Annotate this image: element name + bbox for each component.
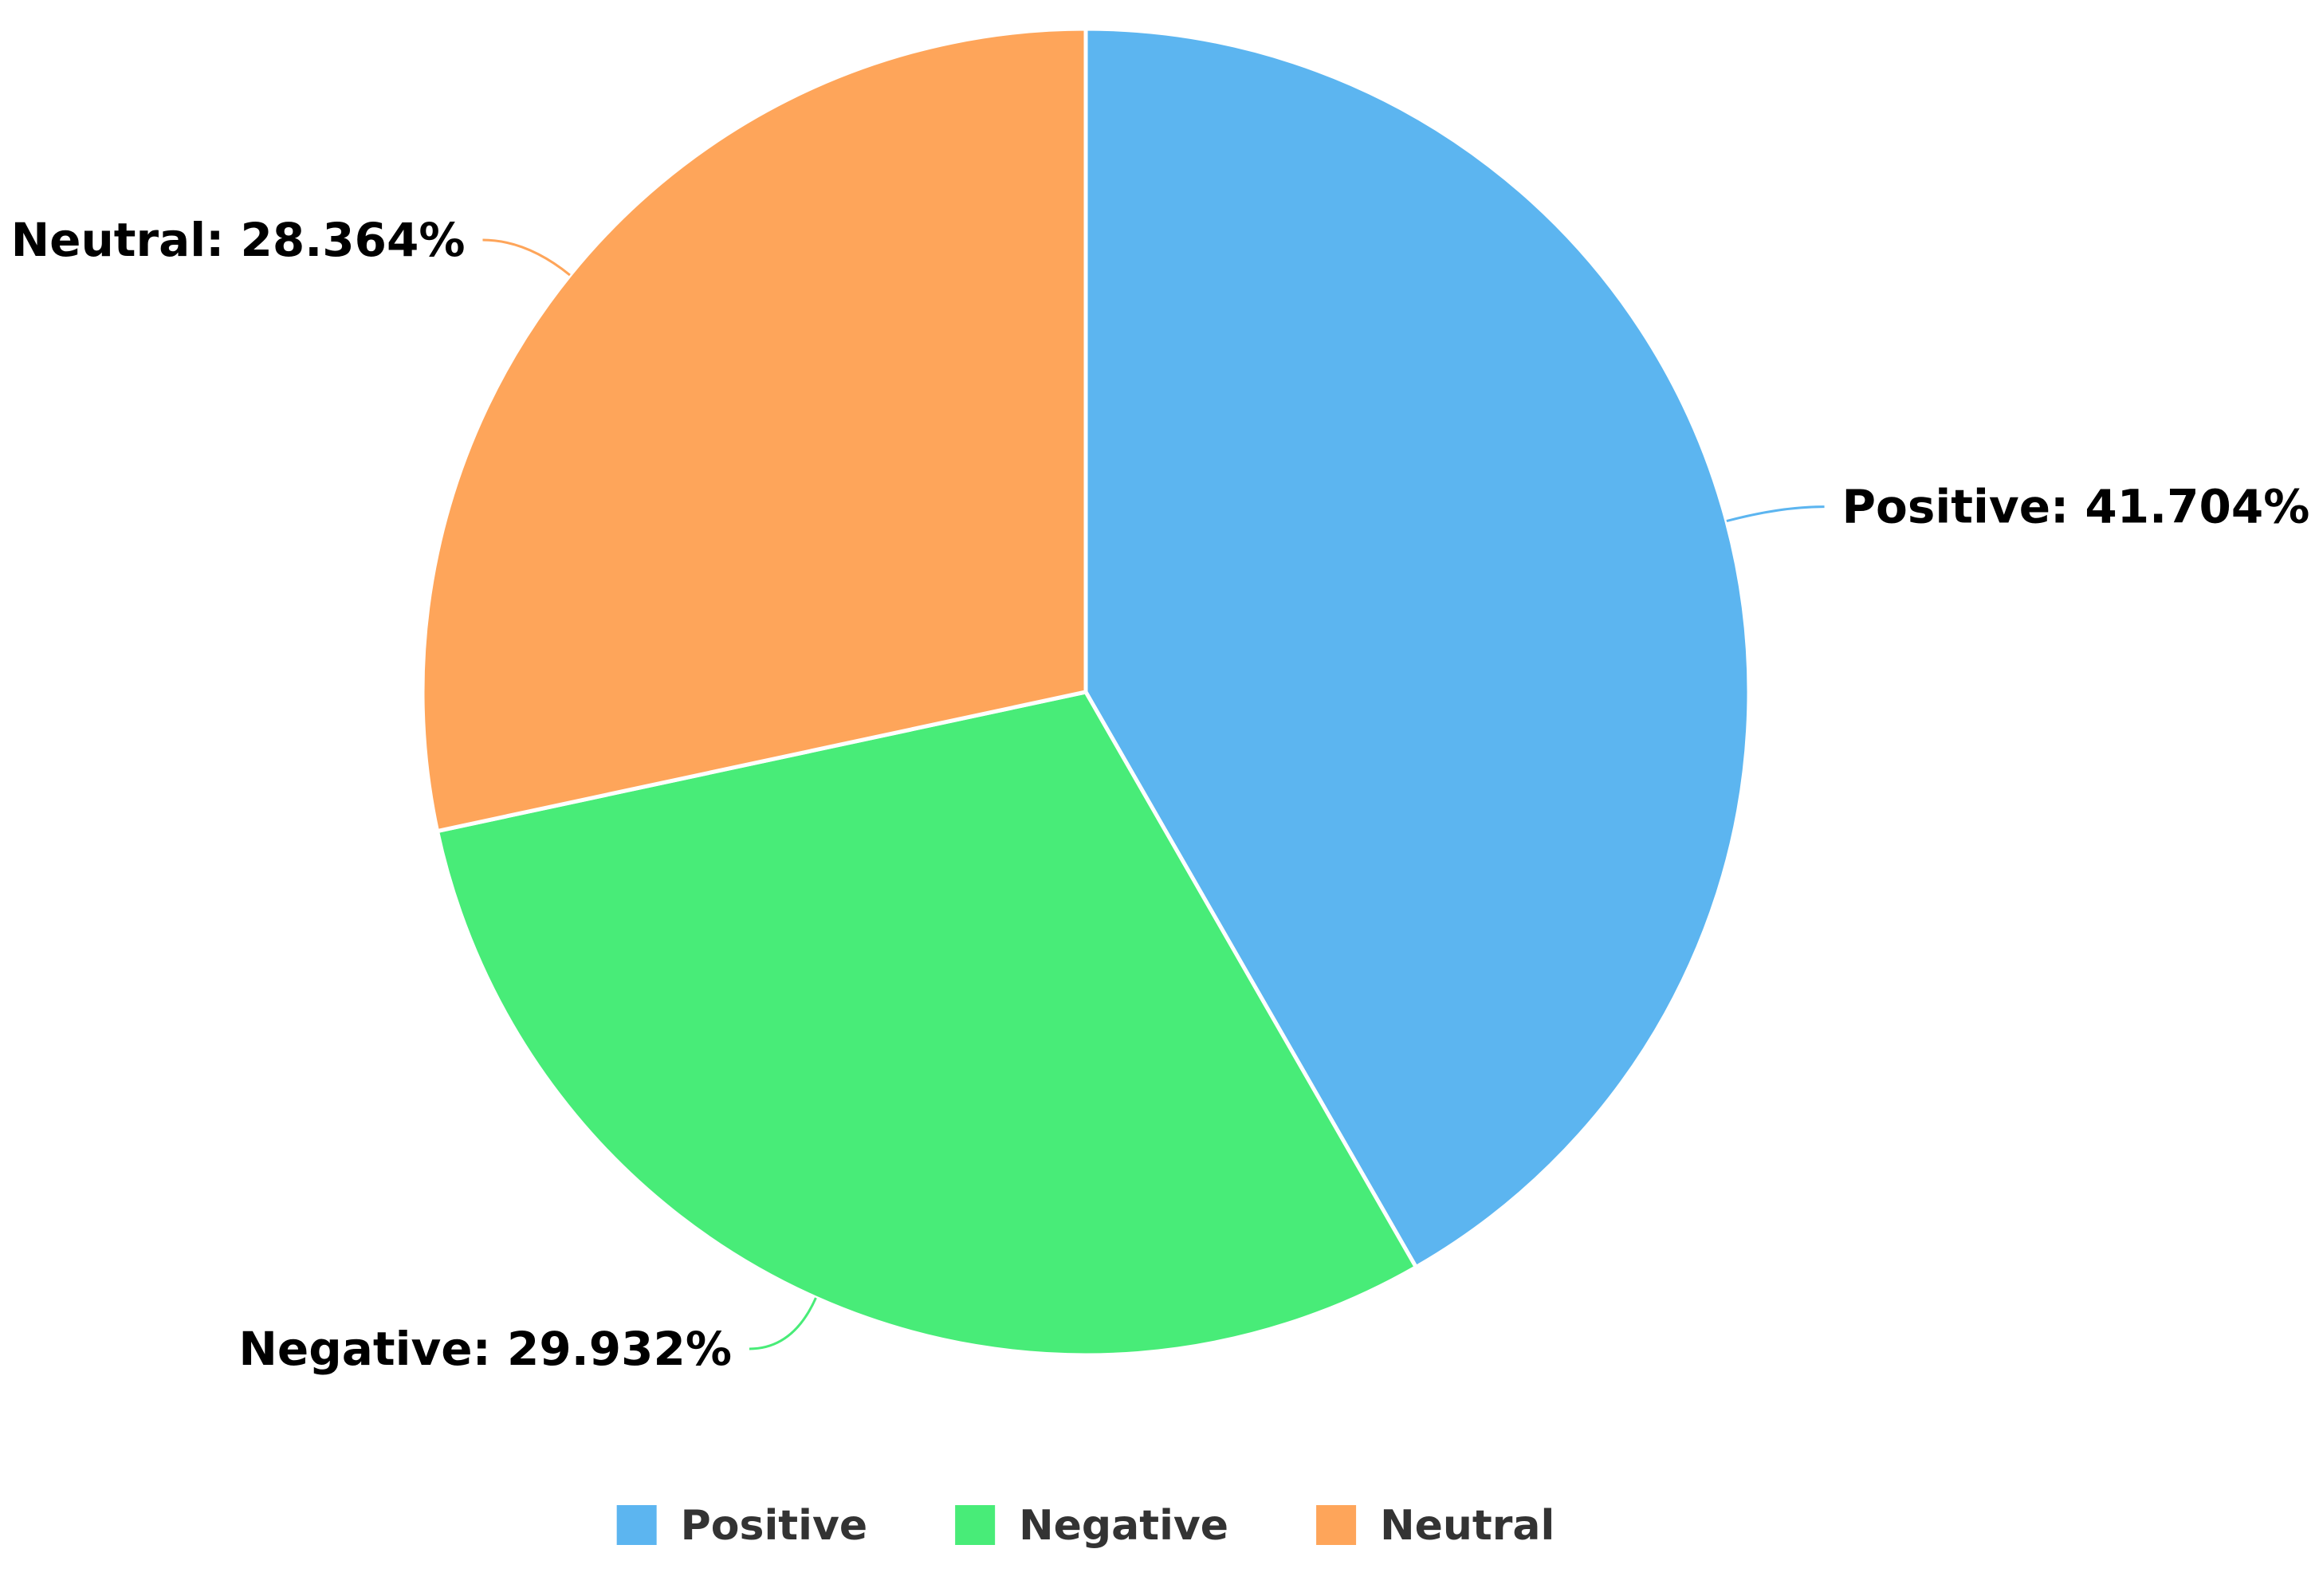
data-label-neutral: Neutral: 28.364% [11,213,466,267]
legend-item-positive[interactable]: Positive [616,1502,867,1550]
legend: Positive Negative Neutral [616,1502,1555,1550]
legend-label-neutral: Neutral [1380,1502,1555,1550]
pie-slice-positive[interactable] [1083,26,1751,1270]
data-label-positive: Positive: 41.704% [1842,480,2310,534]
legend-swatch-neutral [1316,1505,1357,1545]
legend-label-negative: Negative [1019,1502,1228,1550]
pie-slice-neutral[interactable] [420,26,1088,834]
data-label-negative: Negative: 29.932% [238,1322,732,1376]
connector-neutral [482,238,571,277]
data-label-connectors [482,238,1825,1350]
pie-slices [420,26,1751,1358]
legend-item-negative[interactable]: Negative [955,1502,1228,1550]
legend-item-neutral[interactable]: Neutral [1316,1502,1555,1550]
data-labels: Positive: 41.704% Negative: 29.932% Neutra… [11,213,2310,1376]
connector-negative [749,1297,817,1350]
connector-positive [1726,505,1825,523]
legend-swatch-positive [616,1505,657,1545]
legend-swatch-negative [955,1505,996,1545]
legend-label-positive: Positive [681,1502,867,1550]
